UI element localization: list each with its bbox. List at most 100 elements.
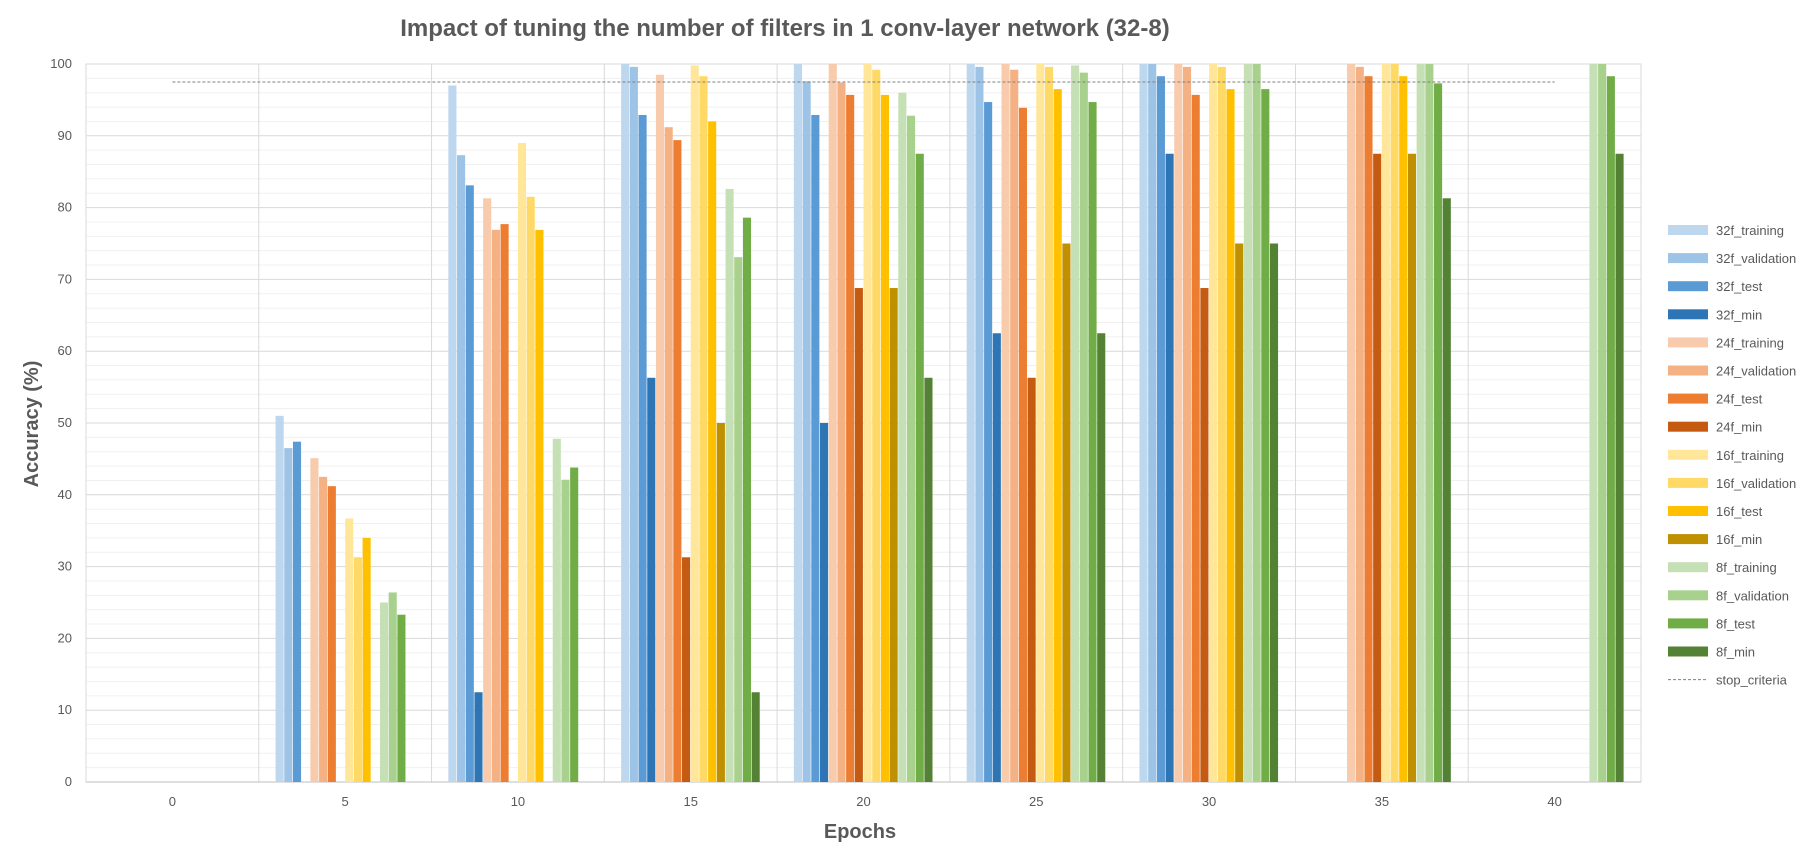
- legend-label: 8f_validation: [1716, 588, 1789, 603]
- legend-swatch: [1668, 562, 1708, 573]
- bar-16f_validation-10: [526, 196, 535, 782]
- bar-32f_training-5: [275, 415, 284, 782]
- legend-label: 32f_validation: [1716, 251, 1796, 266]
- y-tick-label: 0: [65, 774, 72, 789]
- bar-32f_test-10: [465, 185, 474, 783]
- series-16f_validation: [353, 64, 1399, 783]
- series-32f_validation: [284, 64, 1157, 783]
- bar-32f_training-15: [621, 64, 630, 782]
- bar-32f_test-20: [811, 114, 820, 783]
- chart-title: Impact of tuning the number of filters i…: [400, 15, 1169, 42]
- legend-label: 16f_validation: [1716, 476, 1796, 491]
- legend-swatch: [1668, 421, 1708, 432]
- bar-8f_validation-20: [907, 115, 916, 782]
- bar-24f_min-30: [1200, 288, 1209, 782]
- bar-24f_test-30: [1191, 94, 1200, 783]
- x-axis-ticks: 0 5 10 15 20 25 30 35 40: [169, 794, 1562, 809]
- bar-16f_training-20: [863, 64, 872, 782]
- bar-8f_min-40: [1615, 153, 1624, 782]
- bar-24f_test-5: [327, 486, 336, 782]
- y-axis-title: Accuracy (%): [21, 361, 43, 488]
- bar-32f_min-20: [820, 423, 829, 782]
- legend-item: 16f_test: [1668, 504, 1763, 519]
- series-24f_min: [682, 153, 1382, 782]
- bar-32f_validation-25: [975, 66, 984, 783]
- bar-24f_validation-20: [837, 82, 846, 783]
- x-axis-title: Epochs: [824, 821, 896, 843]
- legend-swatch: [1668, 477, 1708, 488]
- x-tick-label: 5: [342, 794, 349, 809]
- bar-24f_min-35: [1373, 153, 1382, 782]
- bar-32f_min-30: [1165, 153, 1174, 782]
- bar-16f_validation-25: [1044, 66, 1054, 783]
- bar-32f_test-25: [984, 102, 993, 783]
- bar-8f_test-25: [1088, 102, 1097, 783]
- bar-24f_training-15: [655, 74, 665, 782]
- bar-16f_test-35: [1399, 76, 1408, 782]
- bar-32f_validation-15: [629, 66, 638, 783]
- legend-label: 32f_test: [1716, 279, 1763, 294]
- bar-32f_validation-20: [802, 81, 811, 783]
- series-24f_test: [327, 76, 1373, 783]
- legend-item: 8f_training: [1668, 560, 1777, 575]
- legend-item: 32f_test: [1668, 279, 1763, 294]
- x-tick-label: 30: [1202, 794, 1216, 809]
- y-tick-label: 80: [58, 200, 72, 215]
- series-8f_min: [751, 153, 1624, 782]
- bar-32f_training-20: [793, 64, 802, 782]
- bar-16f_test-5: [362, 537, 371, 782]
- bar-16f_test-10: [535, 229, 544, 783]
- bar-24f_validation-25: [1010, 69, 1019, 783]
- x-tick-label: 15: [683, 794, 697, 809]
- legend-swatch: [1668, 590, 1708, 601]
- legend-item: 8f_min: [1668, 645, 1755, 660]
- bar-16f_training-30: [1209, 64, 1218, 782]
- legend-swatch: [1668, 253, 1708, 264]
- bar-16f_min-25: [1062, 243, 1071, 782]
- legend-swatch: [1668, 225, 1708, 235]
- legend-swatch: [1668, 646, 1708, 657]
- bar-16f_training-35: [1381, 64, 1390, 782]
- legend-label: 16f_test: [1716, 504, 1763, 519]
- series-24f_validation: [319, 66, 1364, 783]
- bar-24f_training-35: [1347, 64, 1356, 782]
- bar-16f_min-30: [1235, 243, 1244, 782]
- bar-8f_training-40: [1589, 64, 1598, 782]
- y-tick-label: 40: [58, 487, 72, 502]
- bar-8f_training-35: [1416, 64, 1425, 782]
- bar-32f_training-10: [448, 85, 457, 783]
- bar-8f_test-5: [397, 614, 406, 782]
- legend-item: 24f_validation: [1668, 364, 1796, 379]
- bar-24f_validation-35: [1355, 66, 1364, 783]
- bar-32f_validation-30: [1148, 64, 1157, 782]
- legend-label: 24f_min: [1716, 420, 1762, 435]
- bar-24f_min-25: [1027, 377, 1036, 782]
- legend-item: 32f_validation: [1668, 251, 1796, 266]
- legend: 32f_training 32f_validation 32f_test 32f_mi…: [1668, 223, 1796, 688]
- bar-16f_training-25: [1036, 64, 1045, 782]
- legend-item: 8f_test: [1668, 616, 1755, 631]
- legend-label: 8f_min: [1716, 645, 1755, 660]
- bar-8f_min-35: [1442, 198, 1451, 782]
- series-32f_test: [292, 76, 1165, 783]
- bar-24f_validation-15: [664, 127, 673, 783]
- legend-item: 24f_test: [1668, 392, 1763, 407]
- series-32f_training: [275, 64, 1148, 783]
- bar-8f_test-15: [742, 217, 752, 782]
- bar-8f_validation-5: [388, 592, 397, 782]
- bar-32f_min-25: [992, 333, 1001, 782]
- bar-24f_validation-10: [491, 229, 500, 783]
- legend-swatch: [1668, 449, 1708, 460]
- y-tick-label: 10: [58, 702, 72, 717]
- bar-32f_min-15: [647, 377, 656, 782]
- bar-24f_test-20: [846, 94, 855, 783]
- legend-item: 16f_min: [1668, 532, 1762, 547]
- bar-16f_training-5: [345, 518, 354, 782]
- legend-label: stop_criteria: [1716, 673, 1788, 688]
- bar-8f_training-5: [379, 602, 389, 782]
- y-tick-label: 70: [58, 271, 72, 286]
- bar-8f_validation-35: [1425, 64, 1434, 782]
- legend-swatch: [1668, 337, 1708, 348]
- legend-swatch: [1668, 506, 1708, 516]
- series-8f_training: [379, 64, 1598, 783]
